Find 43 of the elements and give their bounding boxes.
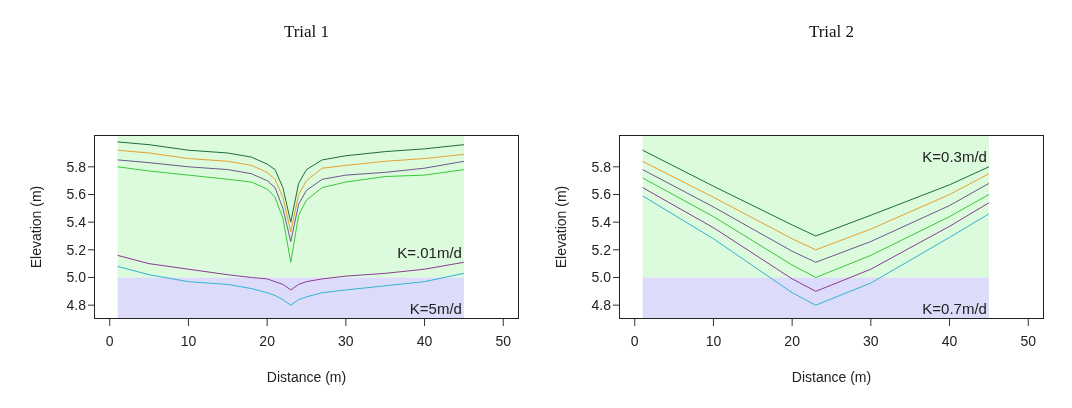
y-tick-label: 5.8 (591, 158, 612, 175)
x-tick-label: 50 (495, 332, 512, 349)
y-tick-label: 5.4 (66, 214, 87, 231)
x-axis-title: Distance (m) (791, 369, 872, 385)
chart-title: Trial 1 (282, 22, 331, 42)
line-series (117, 141, 465, 223)
chart-title: Trial 2 (807, 22, 856, 42)
band-label: K=0.7m/d (922, 300, 987, 318)
line-series (642, 169, 990, 263)
band-label: K=0.3m/d (922, 148, 987, 166)
y-tick-label: 5.8 (66, 158, 87, 175)
x-tick-label: 50 (1020, 332, 1037, 349)
y-axis-title: Elevation (m) (552, 185, 569, 269)
line-series (117, 149, 465, 233)
line-series (117, 166, 465, 263)
line-series (642, 187, 990, 292)
band-label: K=.01m/d (397, 243, 462, 261)
y-tick-label: 5.0 (591, 269, 612, 286)
x-tick-label: 30 (338, 332, 354, 349)
y-axis-title: Elevation (m) (27, 185, 44, 269)
y-tick-label: 5.6 (66, 186, 87, 203)
line-series (642, 160, 990, 251)
band-label: K=5m/d (409, 300, 462, 318)
x-tick-label: 20 (784, 332, 801, 349)
x-tick-label: 0 (630, 332, 639, 349)
y-tick-label: 5.4 (591, 214, 612, 231)
line-series (642, 177, 990, 278)
x-tick-label: 40 (416, 332, 433, 349)
y-tick-label: 4.8 (591, 297, 612, 314)
x-tick-label: 20 (259, 332, 276, 349)
x-tick-label: 40 (941, 332, 958, 349)
y-tick-label: 5.2 (66, 241, 87, 258)
x-tick-label: 30 (863, 332, 879, 349)
y-tick-label: 4.8 (66, 297, 87, 314)
x-tick-label: 10 (180, 332, 197, 349)
x-tick-label: 0 (105, 332, 114, 349)
x-axis-title: Distance (m) (266, 369, 347, 385)
line-series (117, 159, 465, 243)
line-series (642, 149, 990, 237)
x-tick-label: 10 (705, 332, 722, 349)
y-tick-label: 5.6 (591, 186, 612, 203)
y-tick-label: 5.0 (66, 269, 87, 286)
y-tick-label: 5.2 (591, 241, 612, 258)
